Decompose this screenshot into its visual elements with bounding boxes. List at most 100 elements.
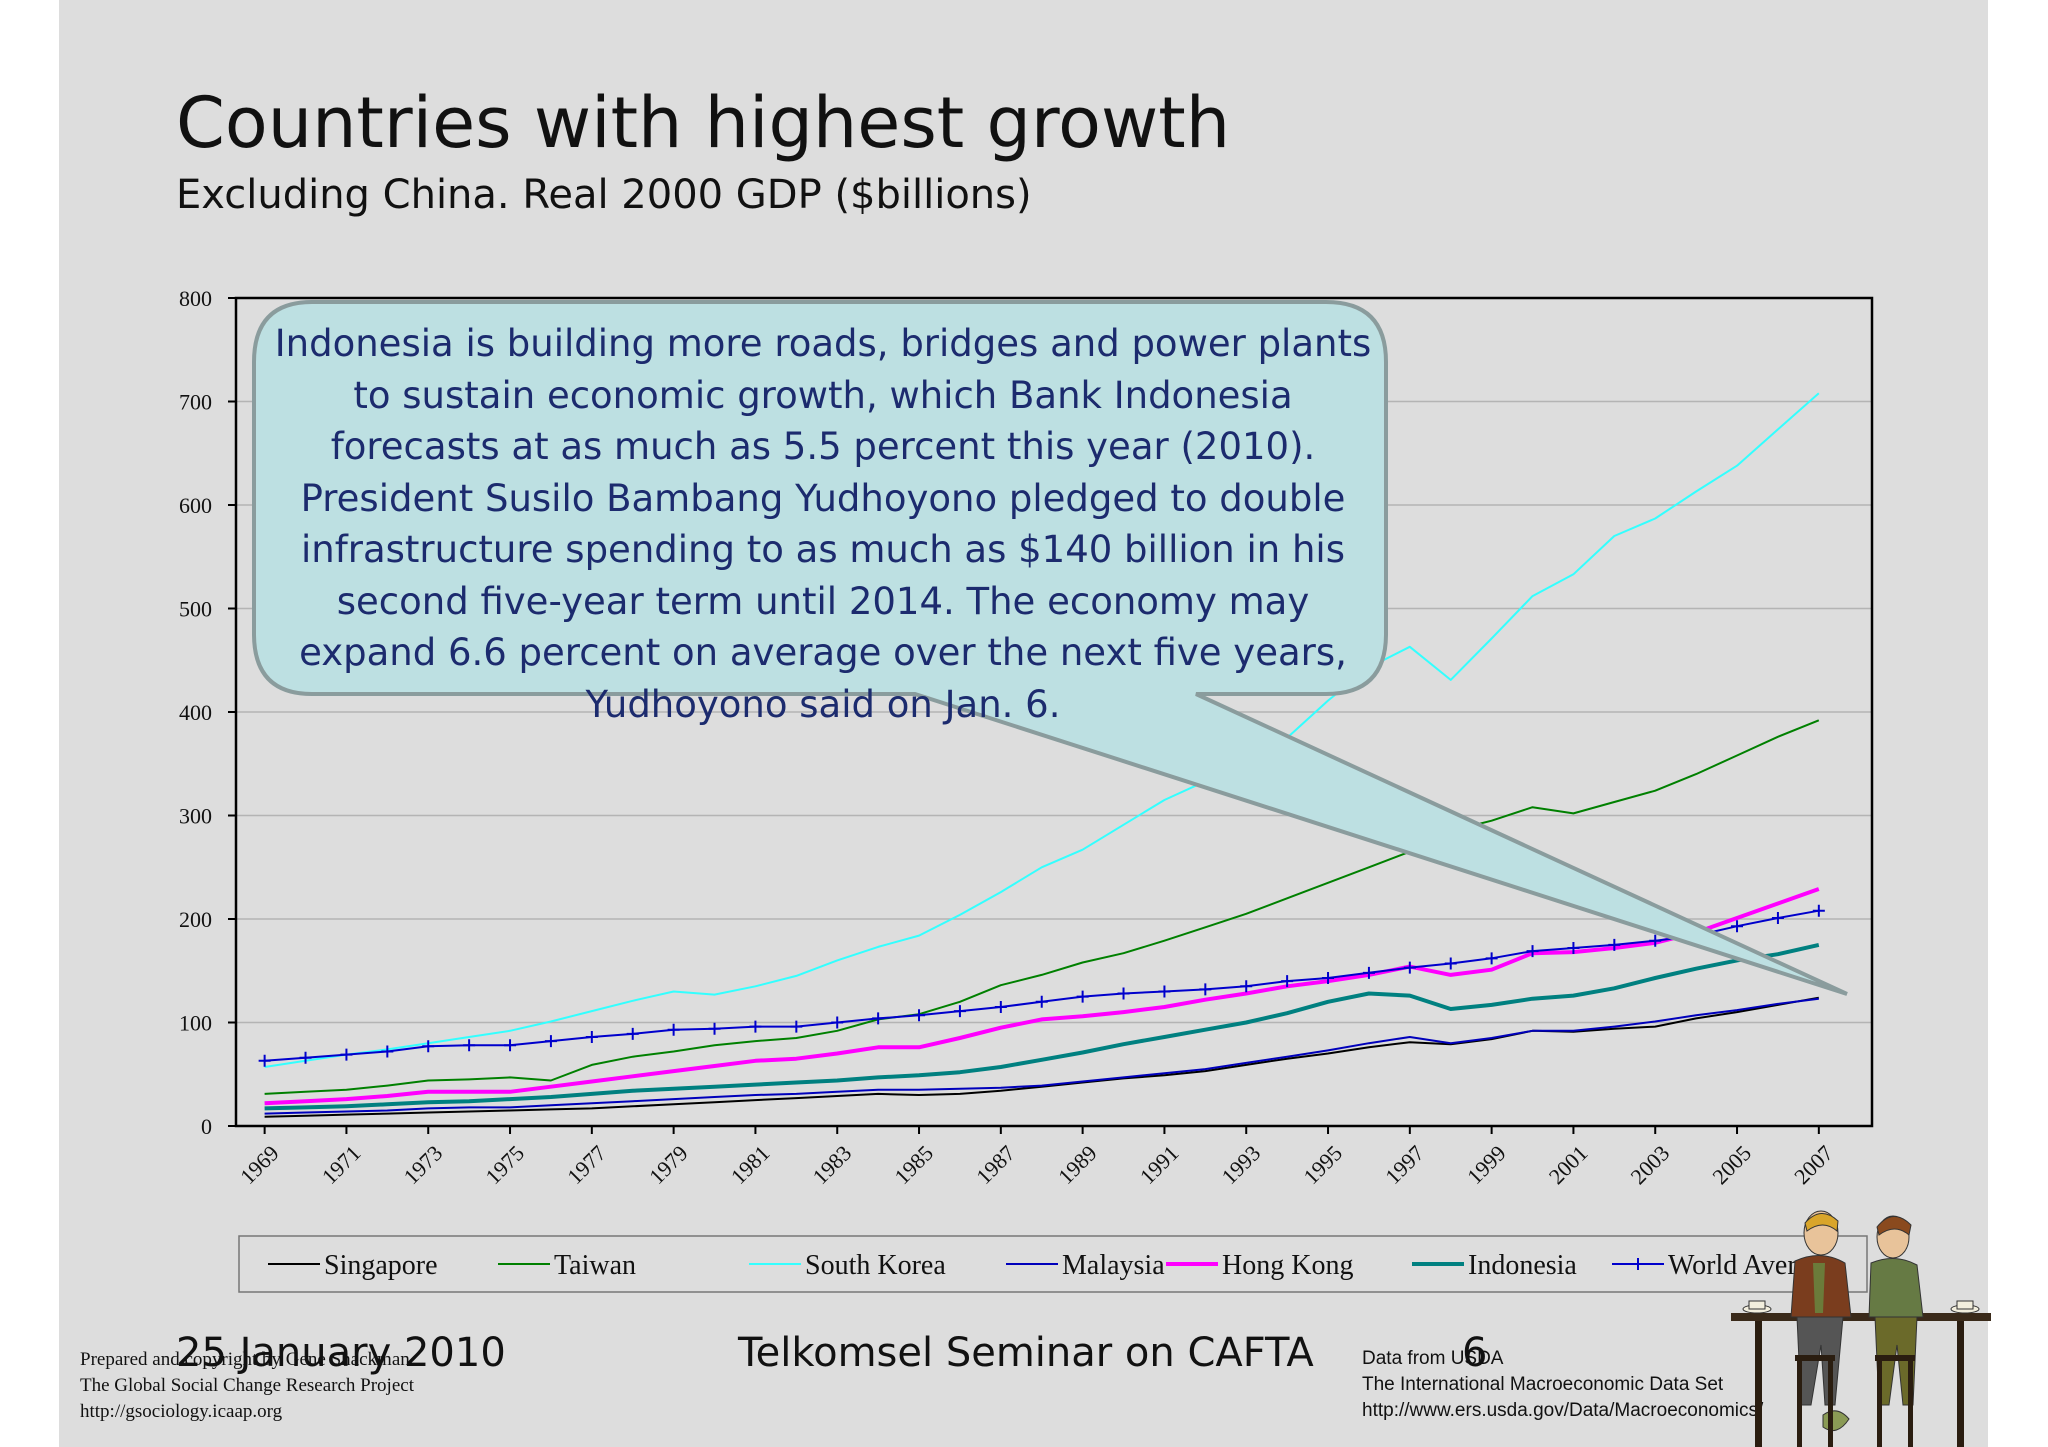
legend-label-indonesia: Indonesia [1468, 1250, 1577, 1281]
data-source-url: http://www.ers.usda.gov/Data/Macroeconom… [1362, 1400, 1764, 1421]
series-line-world-average [264, 909, 1819, 1062]
data-point-world-average [1771, 911, 1784, 924]
prepared-by-line-2: The Global Social Change Research Projec… [80, 1375, 414, 1396]
data-point-world-average [667, 1023, 680, 1036]
y-tick-label: 100 [179, 1011, 212, 1036]
data-point-world-average [1403, 961, 1416, 974]
legend-label-malaysia: Malaysia [1062, 1250, 1165, 1281]
data-point-world-average [1485, 952, 1498, 965]
data-point-world-average [463, 1039, 476, 1052]
x-tick-label: 1993 [1217, 1140, 1266, 1189]
x-tick-label: 1987 [971, 1140, 1020, 1189]
data-point-world-average [831, 1016, 844, 1029]
data-point-world-average [1362, 966, 1375, 979]
data-point-world-average [1158, 985, 1171, 998]
data-point-world-average [381, 1045, 394, 1058]
x-tick-label: 2003 [1626, 1140, 1675, 1189]
series-lines [258, 392, 1825, 1118]
data-point-world-average [258, 1054, 271, 1067]
data-point-world-average [1035, 995, 1048, 1008]
legend-marker-world-average [1632, 1258, 1644, 1270]
data-point-world-average [913, 1009, 926, 1022]
data-point-world-average [299, 1051, 312, 1064]
x-axis-ticks: 1969 1971 1973 1975 1977 1979 1981 1983 1985 1987… [235, 1126, 1838, 1189]
data-source-line-2: The International Macroeconomic Data Set [1362, 1374, 1724, 1395]
x-tick-label: 1971 [317, 1140, 366, 1189]
x-tick-label: 1973 [399, 1140, 448, 1189]
footer-date: 25 January 2010 [176, 1330, 506, 1376]
series-line-taiwan [264, 719, 1820, 1095]
page-number: 6 [1462, 1330, 1488, 1376]
data-point-world-average [585, 1030, 598, 1043]
y-tick-label: 0 [201, 1114, 212, 1139]
y-tick-label: 600 [179, 493, 212, 518]
prepared-by-url: http://gsociology.icaap.org [80, 1401, 283, 1422]
callout-shape [252, 300, 1848, 996]
data-point-world-average [504, 1039, 517, 1052]
x-tick-label: 2007 [1789, 1140, 1838, 1189]
series-line-hong-kong [264, 887, 1820, 1106]
legend-label-singapore: Singapore [324, 1250, 438, 1281]
callout-bubble [252, 300, 1848, 996]
cafe-clipart-image [1731, 1210, 1991, 1447]
y-tick-label: 200 [179, 907, 212, 932]
data-point-world-average [1117, 987, 1130, 1000]
data-point-world-average [708, 1022, 721, 1035]
x-tick-label: 1979 [644, 1140, 693, 1189]
y-tick-label: 400 [179, 700, 212, 725]
y-axis-ticks: 0 100 200 300 400 500 600 700 800 [179, 286, 236, 1139]
callout-text: Indonesia is building more roads, bridge… [274, 322, 1372, 726]
data-point-world-average [544, 1035, 557, 1048]
legend: Singapore Taiwan South Korea Malaysia Hong K… [238, 1235, 1868, 1293]
data-point-world-average [872, 1012, 885, 1025]
data-point-world-average [422, 1040, 435, 1053]
data-point-world-average [1322, 971, 1335, 984]
data-point-world-average [790, 1020, 803, 1033]
data-point-world-average [1076, 990, 1089, 1003]
y-tick-label: 300 [179, 804, 212, 829]
data-point-world-average [994, 1000, 1007, 1013]
data-point-world-average [340, 1048, 353, 1061]
x-tick-label: 1969 [235, 1140, 284, 1189]
x-tick-label: 1981 [726, 1140, 775, 1189]
legend-label-taiwan: Taiwan [554, 1250, 636, 1281]
data-point-world-average [953, 1005, 966, 1018]
legend-label-hong-kong: Hong Kong [1222, 1250, 1353, 1281]
data-point-world-average [1526, 945, 1539, 958]
data-point-world-average [626, 1027, 639, 1040]
data-source-line-1: Data from USDA [1362, 1348, 1504, 1369]
x-tick-label: 1977 [562, 1140, 611, 1189]
x-tick-label: 1991 [1135, 1140, 1184, 1189]
series-line-indonesia [264, 942, 1820, 1111]
data-point-world-average [1444, 957, 1457, 970]
y-tick-label: 800 [179, 286, 212, 311]
data-point-world-average [1567, 941, 1580, 954]
data-point-world-average [1608, 938, 1621, 951]
x-tick-label: 1985 [889, 1140, 938, 1189]
x-tick-label: 2005 [1707, 1140, 1756, 1189]
data-point-world-average [749, 1020, 762, 1033]
data-point-world-average [1281, 975, 1294, 988]
x-tick-label: 1995 [1298, 1140, 1347, 1189]
x-tick-label: 1975 [480, 1140, 529, 1189]
slide-title: Countries with highest growth [176, 82, 1231, 164]
x-tick-label: 1999 [1462, 1140, 1511, 1189]
footer-center-title: Telkomsel Seminar on CAFTA [738, 1330, 1314, 1376]
series-line-malaysia [264, 997, 1819, 1115]
data-point-world-average [1649, 934, 1662, 947]
x-tick-label: 1983 [808, 1140, 857, 1189]
slide-subtitle: Excluding China. Real 2000 GDP ($billion… [176, 172, 1032, 218]
x-tick-label: 2001 [1544, 1140, 1593, 1189]
legend-label-south-korea: South Korea [805, 1250, 946, 1281]
y-tick-label: 500 [179, 597, 212, 622]
series-line-south-korea [264, 392, 1820, 1068]
x-tick-label: 1989 [1053, 1140, 1102, 1189]
y-tick-label: 700 [179, 390, 212, 415]
x-tick-label: 1997 [1380, 1140, 1429, 1189]
data-point-world-average [1199, 983, 1212, 996]
data-point-world-average [1731, 920, 1744, 933]
data-point-world-average [1812, 904, 1825, 917]
data-point-world-average [1240, 980, 1253, 993]
prepared-by-line-1: Prepared and copyright by Gene Shackman [80, 1349, 410, 1370]
